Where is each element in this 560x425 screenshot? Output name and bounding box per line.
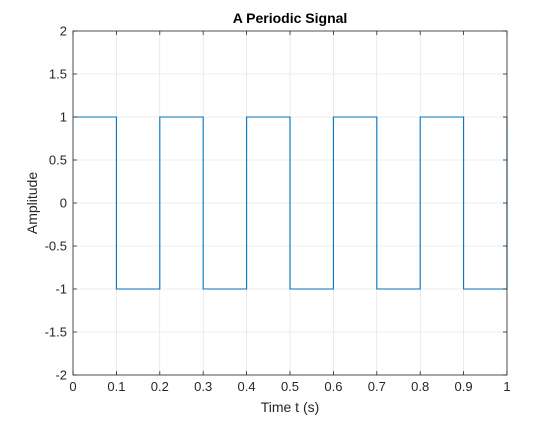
x-tick-label: 0.2 xyxy=(151,379,169,394)
y-tick-label: -1.5 xyxy=(45,325,67,340)
series-layer xyxy=(73,116,508,290)
y-tick-labels: -2 -1.5 -1 -0.5 0 0.5 1 1.5 2 xyxy=(45,24,67,383)
y-tick-label: 1.5 xyxy=(49,67,67,82)
x-tick-label: 0.1 xyxy=(107,379,125,394)
x-tick-label: 0 xyxy=(69,379,76,394)
x-tick-label: 0.8 xyxy=(411,379,429,394)
x-tick-label: 0.6 xyxy=(324,379,342,394)
x-tick-labels: 0 0.1 0.2 0.3 0.4 0.5 0.6 0.7 0.8 0.9 1 xyxy=(69,379,510,394)
x-tick-label: 1 xyxy=(503,379,510,394)
y-axis-label: Amplitude xyxy=(24,172,40,234)
x-tick-label: 0.9 xyxy=(455,379,473,394)
y-tick-label: -1 xyxy=(55,282,67,297)
x-tick-label: 0.5 xyxy=(281,379,299,394)
y-tick-label: 0 xyxy=(60,196,67,211)
x-tick-label: 0.4 xyxy=(238,379,256,394)
y-tick-label: 2 xyxy=(60,24,67,39)
y-tick-label: -0.5 xyxy=(45,239,67,254)
tick-marks xyxy=(72,30,508,376)
y-tick-label: 0.5 xyxy=(49,153,67,168)
x-tick-label: 0.7 xyxy=(368,379,386,394)
chart-title: A Periodic Signal xyxy=(233,10,348,26)
y-tick-label: -2 xyxy=(55,368,67,383)
y-tick-label: 1 xyxy=(60,110,67,125)
series-line xyxy=(73,116,508,290)
x-tick-label: 0.3 xyxy=(194,379,212,394)
x-axis-label: Time t (s) xyxy=(261,399,320,415)
